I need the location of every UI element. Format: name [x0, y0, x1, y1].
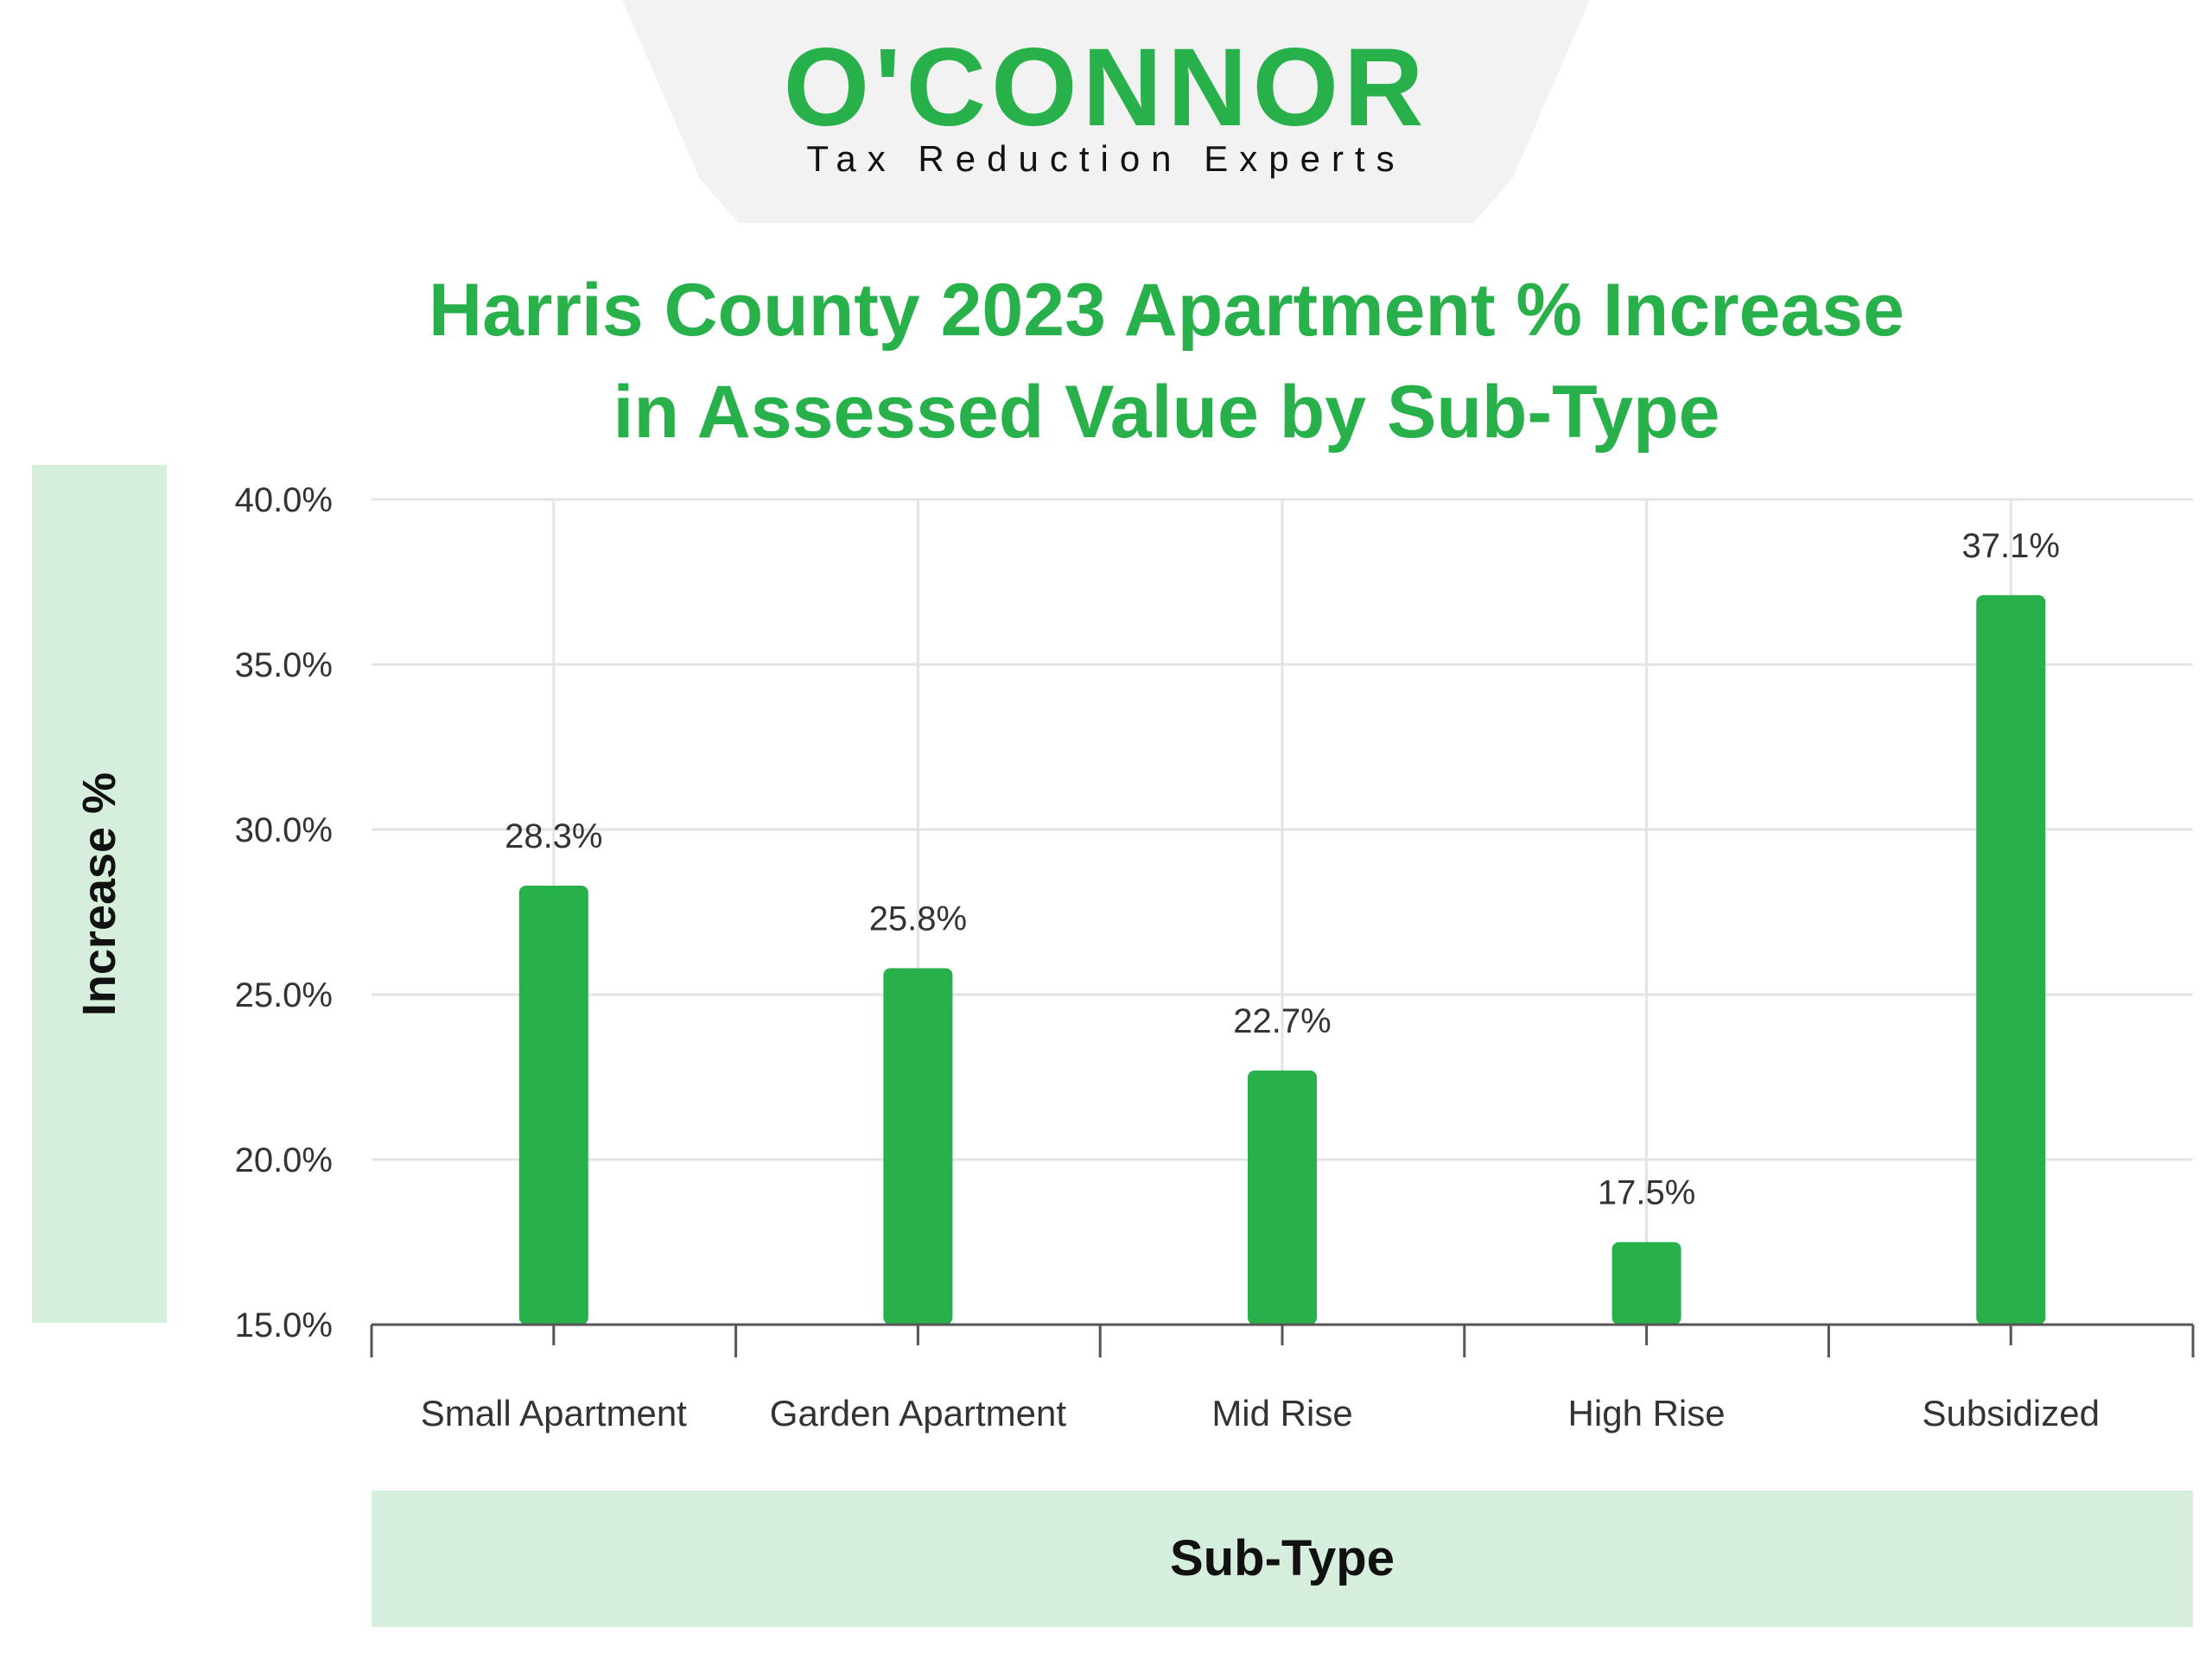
data-label: 22.7%	[1233, 1002, 1331, 1040]
y-tick-label: 15.0%	[235, 1306, 333, 1344]
bar	[883, 968, 953, 1325]
y-axis-label-panel	[32, 465, 167, 1323]
logo-tagline: Tax Reduction Experts	[806, 138, 1406, 179]
x-tick-label: Small Apartment	[421, 1393, 687, 1433]
chart-title-line-2: in Assessed Value by Sub-Type	[613, 371, 1720, 454]
y-tick-label: 35.0%	[235, 646, 333, 684]
y-tick-label: 25.0%	[235, 976, 333, 1014]
data-label: 25.8%	[869, 899, 967, 938]
bar	[1248, 1070, 1317, 1325]
bar	[518, 885, 588, 1325]
logo-panel	[622, 0, 1590, 223]
x-tick-label: Mid Rise	[1211, 1393, 1352, 1433]
x-tick-label: High Rise	[1568, 1393, 1726, 1433]
y-tick-label: 30.0%	[235, 811, 333, 849]
y-tick-label: 40.0%	[235, 481, 333, 519]
data-label: 28.3%	[505, 817, 602, 855]
bar	[1611, 1242, 1681, 1325]
chart-title: Harris County 2023 Apartment % Increase …	[0, 259, 2212, 463]
data-label: 17.5%	[1598, 1174, 1695, 1212]
data-label: 37.1%	[1961, 527, 2059, 565]
x-tick-label: Garden Apartment	[770, 1393, 1067, 1433]
x-axis-label-panel	[372, 1491, 2193, 1627]
chart-title-line-1: Harris County 2023 Apartment % Increase	[429, 269, 1904, 352]
bar	[1976, 594, 2046, 1325]
logo-wordmark: O'CONNOR	[783, 26, 1429, 149]
x-axis-label: Sub-Type	[1170, 1530, 1395, 1586]
x-tick-label: Subsidized	[1922, 1393, 2099, 1433]
y-tick-label: 20.0%	[235, 1141, 333, 1179]
